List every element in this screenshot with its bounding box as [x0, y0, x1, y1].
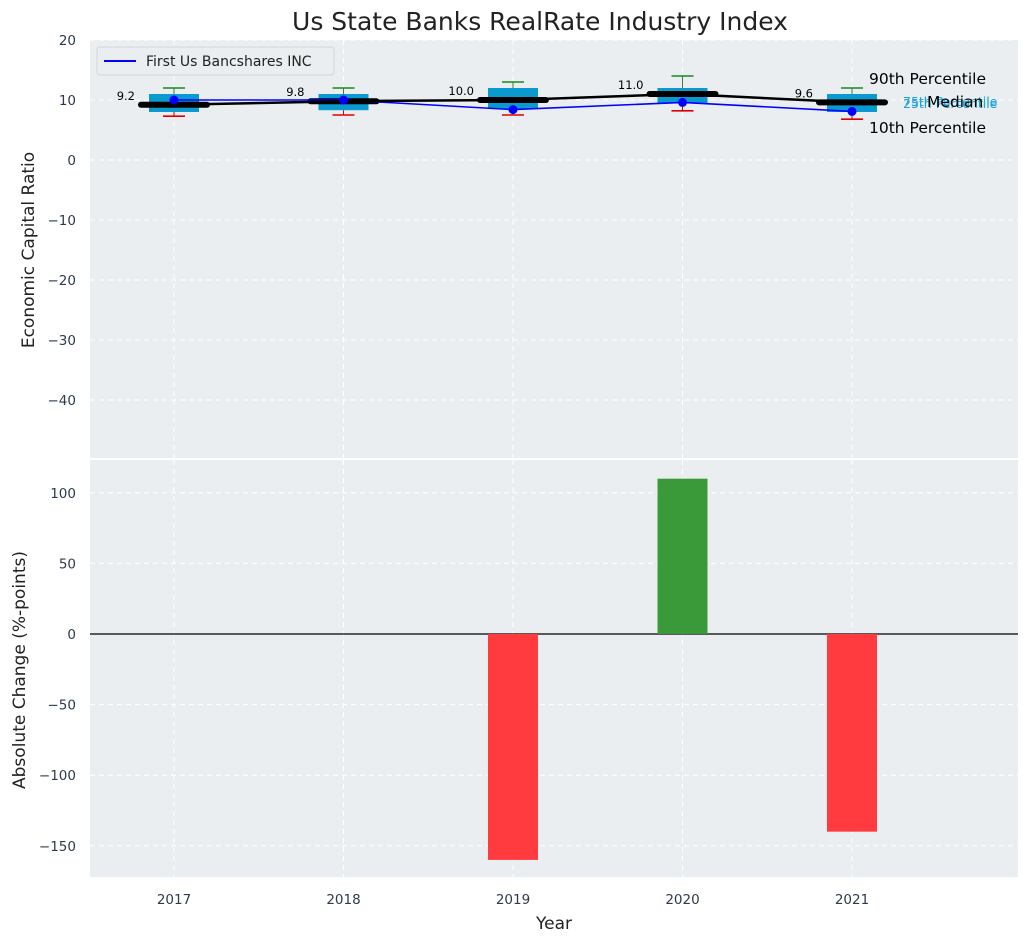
median-line: [173, 92, 853, 107]
bottom-y-tick: 100: [50, 486, 76, 502]
p25-annotation: 25th Percentile: [903, 96, 998, 111]
company-point: [508, 105, 518, 115]
x-tick-label: 2020: [665, 892, 699, 908]
top-y-tick: 0: [67, 153, 76, 169]
top-gridlines: [90, 39, 1018, 458]
company-point: [847, 106, 857, 116]
median-value-label: 9.8: [286, 85, 304, 99]
x-tick-label: 2017: [157, 892, 191, 908]
legend: First Us Bancshares INC: [96, 46, 335, 76]
company-point: [169, 95, 179, 105]
change-bar: [827, 634, 877, 832]
top-y-tick: −40: [48, 393, 77, 409]
median-value-label: 9.2: [117, 89, 135, 103]
bottom-y-tick: −100: [39, 768, 76, 784]
median-value-label: 10.0: [448, 84, 474, 98]
top-y-tick: 10: [59, 93, 76, 109]
p75-annotation: 75th Percentile: [903, 94, 998, 109]
median-annotation: Median: [927, 93, 983, 111]
top-y-axis-label: Economic Capital Ratio: [19, 152, 39, 348]
bottom-y-tick: −150: [39, 839, 76, 855]
legend-box: [96, 46, 335, 76]
p10-annotation: 10th Percentile: [869, 119, 986, 137]
p90-annotation: 90th Percentile: [869, 70, 986, 88]
bottom-y-tick: −50: [48, 698, 77, 714]
change-bar: [488, 634, 538, 860]
top-y-tick: −10: [48, 213, 77, 229]
x-tick-label: 2018: [326, 892, 360, 908]
bottom-y-tick: 50: [59, 556, 76, 572]
company-point: [678, 97, 687, 107]
change-bar: [657, 478, 708, 634]
top-y-tick: 20: [59, 33, 76, 49]
company-point: [339, 95, 348, 105]
series-lines: [169, 92, 857, 116]
median-value-label: 9.6: [795, 86, 813, 100]
bottom-y-tick: 0: [67, 627, 76, 643]
x-axis-label: Year: [535, 914, 572, 934]
bottom-panel: [90, 460, 1018, 877]
bottom-y-axis-label: Absolute Change (%-points): [10, 551, 30, 789]
legend-label: First Us Bancshares INC: [146, 54, 312, 70]
change-bars: [488, 478, 877, 860]
median-labels: 9.2 9.8 10.0 11.0 9.6: [117, 78, 813, 103]
top-y-tick: −20: [48, 273, 77, 289]
top-y-tick: −30: [48, 333, 77, 349]
chart-title: Us State Banks RealRate Industry Index: [292, 7, 788, 36]
x-tick-label: 2019: [496, 892, 530, 908]
x-tick-label: 2021: [835, 892, 869, 908]
median-value-label: 11.0: [618, 78, 644, 92]
